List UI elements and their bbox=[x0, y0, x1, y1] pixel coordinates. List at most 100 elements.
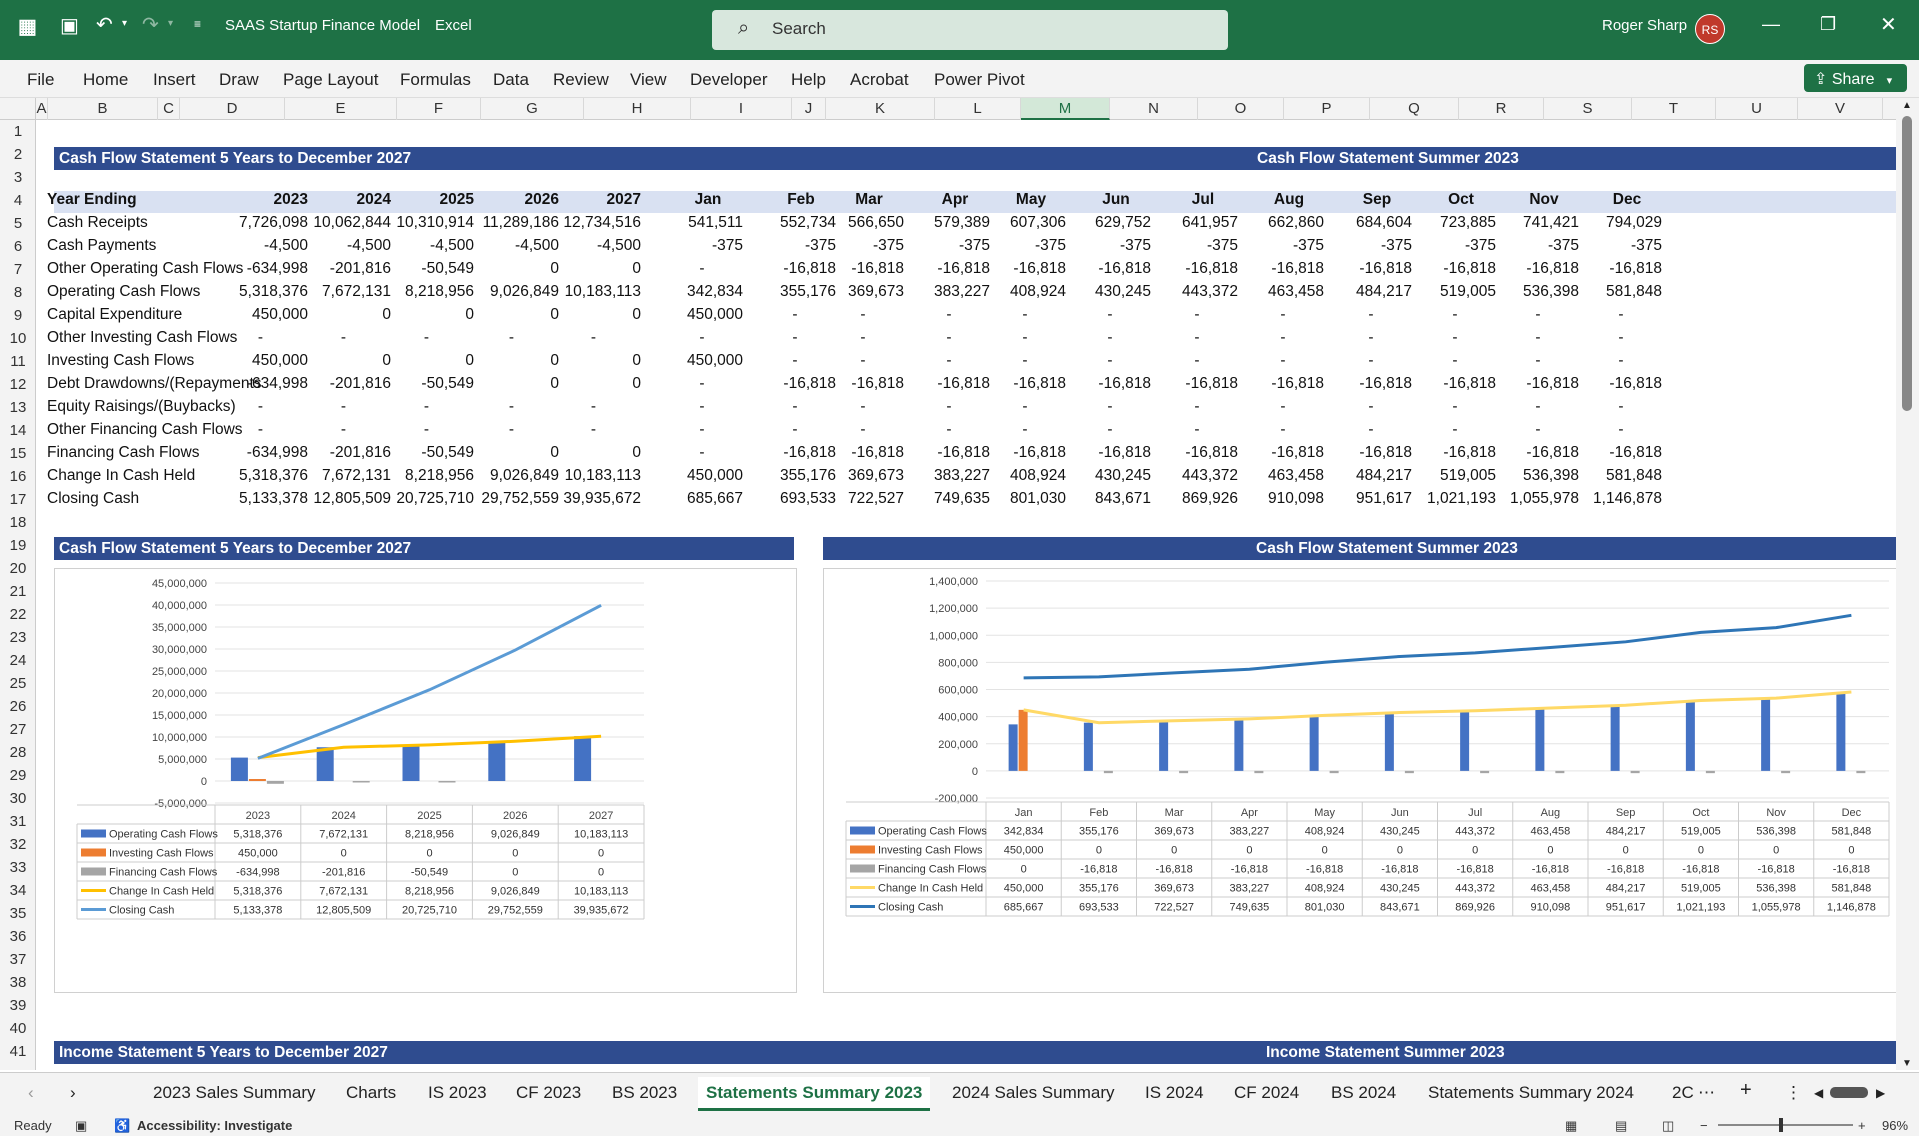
column-header-H[interactable]: H bbox=[584, 98, 691, 120]
year-value-cell[interactable]: 0 bbox=[632, 352, 641, 369]
month-value-cell[interactable]: - bbox=[792, 398, 798, 415]
month-value-cell[interactable]: -16,818 bbox=[1271, 444, 1324, 461]
row-header[interactable]: 26 bbox=[9, 698, 27, 715]
month-value-cell[interactable]: - bbox=[699, 260, 705, 277]
column-header-M[interactable]: M bbox=[1021, 98, 1110, 120]
year-value-cell[interactable]: -50,549 bbox=[421, 260, 474, 277]
macro-record-icon[interactable]: ▣ bbox=[75, 1118, 88, 1133]
bar-financing-cash-flows[interactable] bbox=[438, 781, 456, 783]
year-value-cell[interactable]: 8,218,956 bbox=[405, 283, 474, 300]
year-value-cell[interactable]: - bbox=[340, 329, 347, 346]
month-value-cell[interactable]: 662,860 bbox=[1267, 214, 1324, 231]
row-header[interactable]: 36 bbox=[9, 928, 27, 945]
bar-operating-cash-flows[interactable] bbox=[1761, 698, 1771, 771]
month-value-cell[interactable]: - bbox=[946, 398, 952, 415]
year-header-2025[interactable]: 2025 bbox=[439, 191, 474, 208]
month-value-cell[interactable]: - bbox=[1022, 352, 1028, 369]
column-header-G[interactable]: G bbox=[481, 98, 584, 120]
row-header[interactable]: 10 bbox=[9, 330, 27, 347]
year-value-cell[interactable]: -201,816 bbox=[329, 375, 391, 392]
month-value-cell[interactable]: 536,398 bbox=[1522, 467, 1579, 484]
year-value-cell[interactable]: 0 bbox=[465, 306, 474, 323]
zoom-in-icon[interactable]: + bbox=[1858, 1118, 1866, 1133]
bar-investing-cash-flows[interactable] bbox=[248, 779, 266, 781]
row-header[interactable]: 18 bbox=[9, 514, 27, 531]
row-header[interactable]: 24 bbox=[9, 652, 27, 669]
row-header[interactable]: 12 bbox=[9, 376, 27, 393]
menu-data[interactable]: Data bbox=[493, 70, 529, 89]
month-value-cell[interactable]: 629,752 bbox=[1094, 214, 1151, 231]
bar-operating-cash-flows[interactable] bbox=[316, 747, 334, 781]
zoom-out-icon[interactable]: − bbox=[1700, 1118, 1708, 1133]
bar-operating-cash-flows[interactable] bbox=[1234, 718, 1244, 771]
year-value-cell[interactable]: 12,734,516 bbox=[563, 214, 641, 231]
tab-2024-sales-summary[interactable]: 2024 Sales Summary bbox=[952, 1083, 1115, 1102]
menu-view[interactable]: View bbox=[630, 70, 667, 89]
accessibility-status[interactable]: Accessibility: Investigate bbox=[137, 1118, 293, 1133]
undo-dropdown-icon[interactable]: ▾ bbox=[122, 18, 128, 29]
month-value-cell[interactable]: -16,818 bbox=[1526, 444, 1579, 461]
bar-financing-cash-flows[interactable] bbox=[1179, 770, 1189, 774]
row-header[interactable]: 22 bbox=[9, 606, 27, 623]
column-header-S[interactable]: S bbox=[1544, 98, 1632, 120]
column-header-R[interactable]: R bbox=[1459, 98, 1544, 120]
month-value-cell[interactable]: -375 bbox=[958, 237, 990, 254]
year-value-cell[interactable]: -634,998 bbox=[246, 444, 308, 461]
line-closing-cash[interactable] bbox=[257, 603, 602, 760]
menu-review[interactable]: Review bbox=[553, 70, 609, 89]
year-header-2023[interactable]: 2023 bbox=[273, 191, 308, 208]
row-label[interactable]: Other Financing Cash Flows bbox=[47, 421, 243, 438]
month-value-cell[interactable]: - bbox=[792, 421, 798, 438]
month-value-cell[interactable]: 430,245 bbox=[1094, 467, 1151, 484]
month-value-cell[interactable]: 536,398 bbox=[1522, 283, 1579, 300]
month-value-cell[interactable]: 910,098 bbox=[1267, 490, 1324, 507]
menu-file[interactable]: File bbox=[27, 70, 55, 89]
year-value-cell[interactable]: -201,816 bbox=[329, 444, 391, 461]
year-value-cell[interactable]: - bbox=[508, 329, 515, 346]
month-value-cell[interactable]: - bbox=[699, 444, 705, 461]
month-value-cell[interactable]: 552,734 bbox=[779, 214, 836, 231]
month-value-cell[interactable]: - bbox=[1022, 398, 1028, 415]
row-header[interactable]: 29 bbox=[9, 767, 27, 784]
column-header-N[interactable]: N bbox=[1110, 98, 1198, 120]
month-value-cell[interactable]: 723,885 bbox=[1439, 214, 1496, 231]
month-value-cell[interactable]: - bbox=[946, 352, 952, 369]
row-header[interactable]: 5 bbox=[13, 215, 23, 232]
row-header[interactable]: 2 bbox=[13, 146, 23, 163]
month-value-cell[interactable]: -16,818 bbox=[1185, 260, 1238, 277]
row-header[interactable]: 27 bbox=[9, 721, 27, 738]
tab-scroll-right-icon[interactable]: › bbox=[70, 1083, 76, 1102]
month-value-cell[interactable]: -16,818 bbox=[1185, 375, 1238, 392]
bar-operating-cash-flows[interactable] bbox=[1384, 712, 1394, 771]
bar-operating-cash-flows[interactable] bbox=[1610, 705, 1620, 771]
year-value-cell[interactable]: 10,183,113 bbox=[564, 467, 641, 484]
month-value-cell[interactable]: -16,818 bbox=[1526, 375, 1579, 392]
menu-power-pivot[interactable]: Power Pivot bbox=[934, 70, 1025, 89]
scroll-thumb[interactable] bbox=[1902, 116, 1912, 411]
month-value-cell[interactable]: -16,818 bbox=[1271, 375, 1324, 392]
month-value-cell[interactable]: -16,818 bbox=[783, 444, 836, 461]
year-value-cell[interactable]: - bbox=[508, 398, 515, 415]
row-header[interactable]: 20 bbox=[9, 560, 27, 577]
month-value-cell[interactable]: -16,818 bbox=[1013, 444, 1066, 461]
year-value-cell[interactable]: - bbox=[340, 421, 347, 438]
bar-financing-cash-flows[interactable] bbox=[1404, 770, 1414, 774]
year-value-cell[interactable]: -4,500 bbox=[430, 237, 474, 254]
column-header-F[interactable]: F bbox=[397, 98, 481, 120]
month-value-cell[interactable]: - bbox=[1280, 421, 1286, 438]
row-header[interactable]: 32 bbox=[9, 836, 27, 853]
normal-view-icon[interactable]: ▦ bbox=[1565, 1118, 1578, 1133]
row-header[interactable]: 35 bbox=[9, 905, 27, 922]
redo-dropdown-icon[interactable]: ▾ bbox=[168, 18, 174, 29]
month-value-cell[interactable]: - bbox=[1194, 421, 1200, 438]
row-header[interactable]: 25 bbox=[9, 675, 27, 692]
year-value-cell[interactable]: - bbox=[257, 421, 264, 438]
month-value-cell[interactable]: 794,029 bbox=[1605, 214, 1662, 231]
year-ending-header[interactable]: Year Ending bbox=[47, 191, 137, 208]
row-header[interactable]: 33 bbox=[9, 859, 27, 876]
month-value-cell[interactable]: - bbox=[1107, 398, 1113, 415]
year-value-cell[interactable]: 5,318,376 bbox=[239, 283, 308, 300]
month-value-cell[interactable]: - bbox=[1535, 398, 1541, 415]
year-value-cell[interactable]: -201,816 bbox=[329, 260, 391, 277]
row-header[interactable]: 28 bbox=[9, 744, 27, 761]
